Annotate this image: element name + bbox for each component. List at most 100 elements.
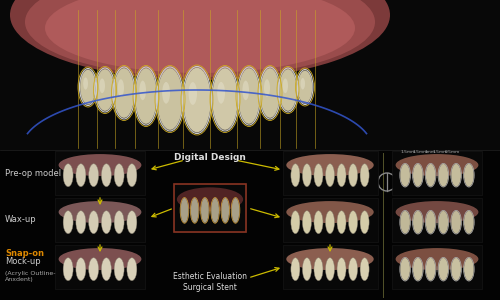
Ellipse shape (426, 211, 436, 234)
Ellipse shape (180, 198, 188, 223)
Ellipse shape (183, 68, 211, 133)
Ellipse shape (88, 211, 99, 234)
Ellipse shape (96, 69, 114, 111)
Ellipse shape (314, 258, 323, 280)
Ellipse shape (135, 68, 157, 124)
Ellipse shape (157, 68, 183, 130)
Ellipse shape (291, 211, 300, 234)
Ellipse shape (114, 258, 124, 280)
Text: Anxdent): Anxdent) (5, 277, 34, 281)
Text: 1.5mm: 1.5mm (412, 150, 428, 154)
Ellipse shape (286, 248, 374, 270)
Ellipse shape (302, 211, 312, 234)
Ellipse shape (464, 258, 474, 280)
Text: Digital Design: Digital Design (174, 152, 246, 161)
Ellipse shape (118, 79, 124, 97)
Ellipse shape (348, 258, 358, 280)
Ellipse shape (127, 211, 137, 234)
Text: D: D (400, 163, 432, 201)
Bar (392, 151, 482, 195)
Bar (282, 151, 378, 195)
Ellipse shape (162, 82, 170, 104)
Ellipse shape (63, 164, 73, 187)
Ellipse shape (127, 258, 137, 280)
Bar (55, 198, 145, 242)
Bar (174, 184, 246, 232)
Text: Mock-up: Mock-up (5, 257, 41, 266)
Ellipse shape (58, 248, 142, 270)
Ellipse shape (326, 211, 334, 234)
Bar (0, 150, 500, 300)
Ellipse shape (451, 258, 461, 280)
Ellipse shape (212, 68, 238, 130)
Ellipse shape (396, 201, 478, 223)
Ellipse shape (348, 164, 358, 187)
Ellipse shape (438, 164, 448, 187)
Ellipse shape (348, 211, 358, 234)
Ellipse shape (413, 258, 423, 280)
Ellipse shape (451, 164, 461, 187)
Ellipse shape (314, 211, 323, 234)
Ellipse shape (426, 258, 436, 280)
Ellipse shape (211, 198, 219, 223)
Ellipse shape (438, 258, 448, 280)
Bar (55, 151, 145, 195)
Ellipse shape (360, 211, 369, 234)
Ellipse shape (76, 258, 86, 280)
Ellipse shape (63, 211, 73, 234)
Ellipse shape (298, 70, 312, 104)
Ellipse shape (45, 0, 355, 73)
Ellipse shape (102, 258, 112, 280)
Ellipse shape (337, 258, 346, 280)
Ellipse shape (286, 201, 374, 223)
Ellipse shape (279, 69, 297, 111)
Ellipse shape (464, 164, 474, 187)
Text: 1.5mm: 1.5mm (400, 150, 415, 154)
Ellipse shape (413, 211, 423, 234)
Ellipse shape (396, 154, 478, 176)
Ellipse shape (63, 258, 73, 280)
Ellipse shape (58, 154, 142, 176)
Ellipse shape (464, 211, 474, 234)
Ellipse shape (190, 198, 198, 223)
Ellipse shape (400, 164, 410, 187)
Ellipse shape (10, 0, 390, 80)
Ellipse shape (188, 82, 197, 105)
Ellipse shape (76, 211, 86, 234)
Ellipse shape (337, 164, 346, 187)
Ellipse shape (291, 164, 300, 187)
Ellipse shape (242, 81, 249, 100)
Ellipse shape (140, 81, 146, 100)
Ellipse shape (260, 68, 280, 118)
Bar (392, 245, 482, 289)
Ellipse shape (88, 258, 99, 280)
Ellipse shape (413, 164, 423, 187)
Text: 1.5mm: 1.5mm (432, 150, 448, 154)
Ellipse shape (232, 198, 239, 223)
Bar (282, 198, 378, 242)
Ellipse shape (426, 164, 436, 187)
Ellipse shape (438, 211, 448, 234)
Ellipse shape (360, 164, 369, 187)
Ellipse shape (286, 154, 374, 176)
Ellipse shape (114, 68, 134, 118)
Text: Wax-up: Wax-up (5, 215, 36, 224)
Ellipse shape (114, 164, 124, 187)
Text: Pre-op model: Pre-op model (5, 169, 61, 178)
Ellipse shape (102, 164, 112, 187)
Ellipse shape (238, 68, 260, 124)
Ellipse shape (291, 258, 300, 280)
Ellipse shape (451, 211, 461, 234)
Ellipse shape (326, 164, 334, 187)
Ellipse shape (337, 211, 346, 234)
Ellipse shape (400, 258, 410, 280)
Ellipse shape (58, 201, 142, 223)
Ellipse shape (217, 82, 225, 104)
Bar (55, 245, 145, 289)
Ellipse shape (314, 164, 323, 187)
Ellipse shape (326, 258, 334, 280)
Bar (282, 245, 378, 289)
Ellipse shape (300, 78, 305, 89)
Ellipse shape (25, 0, 375, 77)
Text: SD: SD (420, 163, 480, 201)
